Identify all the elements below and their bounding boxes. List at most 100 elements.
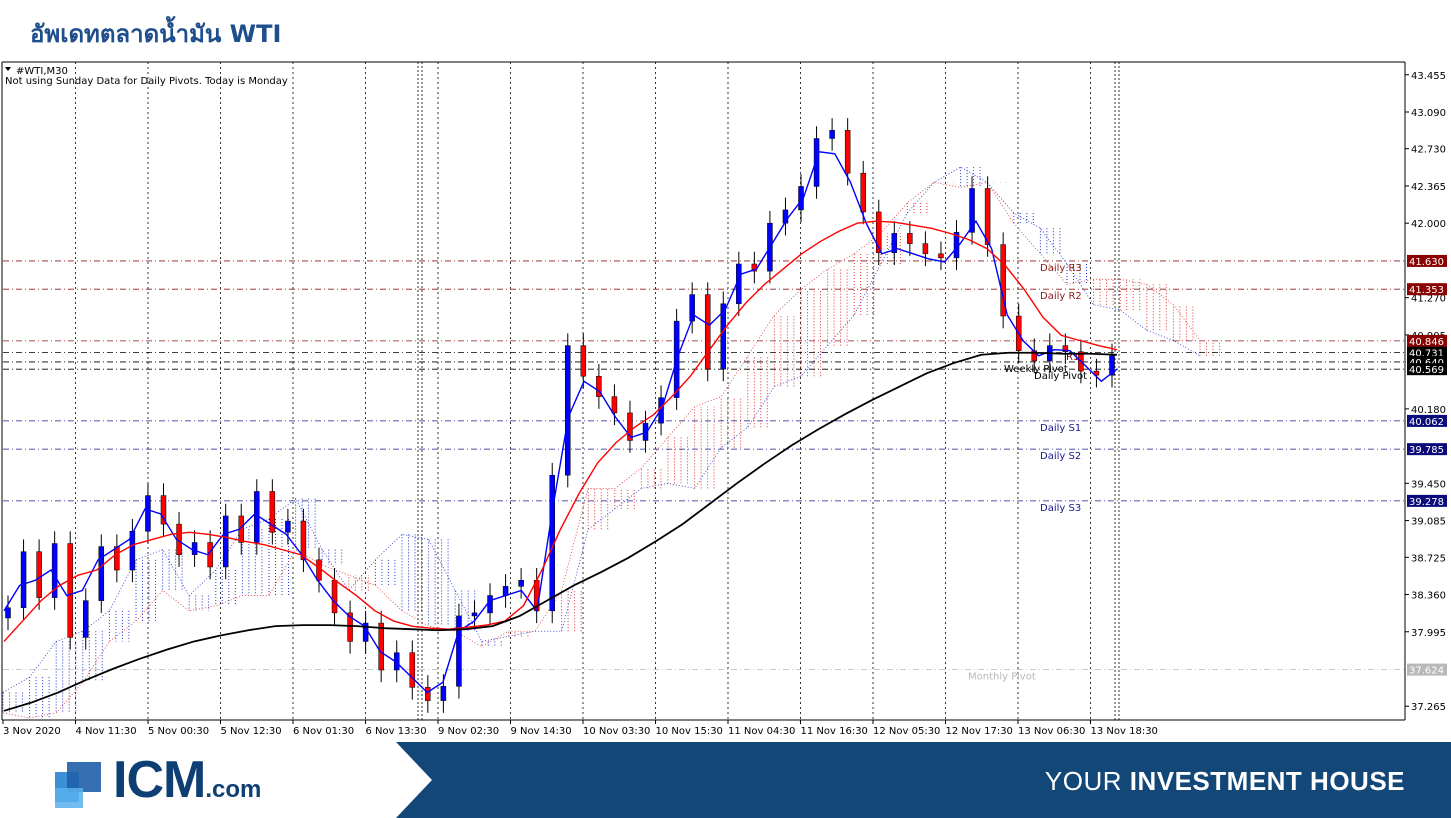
y-tick-label: 41.270: [1411, 294, 1446, 305]
price-tag-text: 40.569: [1409, 365, 1444, 376]
candle-body: [704, 294, 711, 370]
candle-body: [425, 687, 431, 701]
grid-lines: [75, 62, 1120, 720]
x-axis-ticks: 3 Nov 2020 4 Nov 11:30 5 Nov 00:30 5 Nov 12…: [2, 720, 1158, 737]
symbol-label: #WTI,M30: [16, 66, 68, 77]
price-tag-text: 40.062: [1409, 417, 1444, 428]
y-tick-label: 38.360: [1411, 591, 1446, 602]
pivot-label: Daily S3: [1040, 503, 1081, 514]
candle-body: [1109, 355, 1115, 376]
candle-body: [844, 130, 851, 174]
candle-body: [160, 495, 167, 525]
icm-logo[interactable]: ICM.com: [55, 751, 315, 809]
pivot-label: Daily S1: [1040, 423, 1081, 434]
symbol-dropdown-icon[interactable]: [5, 67, 11, 71]
candle-body: [5, 607, 11, 619]
candle-body: [300, 520, 307, 561]
price-tag: [1407, 334, 1447, 347]
x-tick-label: 6 Nov 01:30: [293, 726, 354, 737]
y-axis-ticks: 43.45543.09042.73042.36542.00041.27040.9…: [1405, 71, 1446, 713]
x-tick-label: 11 Nov 04:30: [728, 726, 795, 737]
candle-body: [409, 652, 416, 688]
candle-body: [813, 138, 820, 187]
price-tag: [1407, 414, 1447, 427]
candle-body: [285, 520, 291, 533]
candle-body: [829, 130, 835, 139]
x-tick-label: 3 Nov 2020: [3, 726, 61, 737]
ma-line-ma_mid: [3, 220, 1118, 642]
candle-body: [876, 211, 882, 254]
x-tick-label: 10 Nov 15:30: [656, 726, 723, 737]
y-tick-label: 43.455: [1411, 71, 1446, 82]
candle-body: [969, 188, 975, 233]
footer-banner: ICM.com YOUR INVESTMENT HOUSE: [0, 742, 1451, 818]
price-chart[interactable]: Daily R3 Daily R2 Weekly Pivot Daily Pivot D…: [0, 60, 1451, 742]
candle-body: [922, 243, 929, 255]
candle-body: [20, 551, 27, 609]
pivot-price-tags: 41.63041.35340.84640.73140.64040.56940.0…: [1407, 254, 1447, 677]
pivot-label: Daily R2: [1040, 291, 1082, 302]
x-tick-label: 13 Nov 06:30: [1018, 726, 1085, 737]
x-tick-label: 9 Nov 02:30: [438, 726, 499, 737]
candle-body: [720, 303, 727, 370]
candle-body: [907, 233, 913, 244]
y-tick-label: 42.365: [1411, 182, 1446, 193]
candle-body: [347, 612, 353, 642]
moving-averages: [3, 151, 1118, 712]
x-tick-label: 5 Nov 00:30: [148, 726, 209, 737]
candle-body: [191, 542, 198, 555]
candle-body: [984, 188, 991, 245]
candle-body: [502, 586, 509, 596]
price-tag: [1407, 494, 1447, 507]
y-tick-label: 40.180: [1411, 405, 1446, 416]
pivot-label: Daily R3: [1040, 263, 1082, 274]
y-tick-label: 37.995: [1411, 628, 1446, 639]
cloud-span-a: [2, 166, 1201, 693]
price-tag-text: 37.624: [1409, 666, 1444, 677]
x-tick-label: 5 Nov 12:30: [221, 726, 282, 737]
price-tag-text: 41.630: [1409, 257, 1444, 268]
price-tag-text: 40.731: [1409, 349, 1444, 360]
candle-body: [580, 345, 587, 377]
candle-body: [456, 615, 462, 687]
price-tag: [1407, 346, 1447, 359]
candle-body: [627, 412, 633, 441]
tagline: YOUR INVESTMENT HOUSE: [1044, 766, 1405, 796]
candle-body: [82, 600, 89, 638]
candle-body: [98, 546, 105, 601]
candle-body: [145, 495, 151, 532]
price-tag: [1407, 663, 1447, 676]
price-tag: [1407, 363, 1447, 376]
candle-body: [129, 531, 136, 571]
candle-body: [642, 422, 649, 441]
info-text: Not using Sunday Data for Daily Pivots. …: [5, 76, 288, 87]
price-tag-text: 40.846: [1409, 337, 1444, 348]
candle-body: [1000, 244, 1006, 317]
chart-background: [0, 60, 1451, 742]
x-tick-label: 12 Nov 05:30: [873, 726, 940, 737]
candle-body: [487, 595, 493, 614]
x-tick-label: 6 Nov 13:30: [366, 726, 427, 737]
logo-mark-icon: [55, 762, 101, 808]
price-tag: [1407, 254, 1447, 267]
candle-body: [611, 396, 618, 414]
candle-body: [689, 294, 695, 322]
page-title: อัพเดทตลาดน้ำมัน WTI: [30, 20, 282, 48]
candle-body: [565, 345, 571, 476]
y-tick-label: 38.725: [1411, 553, 1446, 564]
candle-body: [596, 375, 602, 397]
pivot-label: Daily Pivot: [1034, 371, 1087, 382]
candle-body: [471, 612, 478, 617]
candle-body: [938, 253, 944, 259]
ichimoku-cloud: [2, 166, 1220, 719]
candle-body: [36, 551, 42, 598]
candle-body: [860, 172, 866, 213]
candle-body: [222, 515, 229, 568]
candle-body: [331, 579, 338, 614]
x-tick-label: 11 Nov 16:30: [801, 726, 868, 737]
candle-body: [378, 622, 384, 671]
price-tag: [1407, 283, 1447, 296]
ma-line-ma_fast: [3, 151, 1118, 694]
